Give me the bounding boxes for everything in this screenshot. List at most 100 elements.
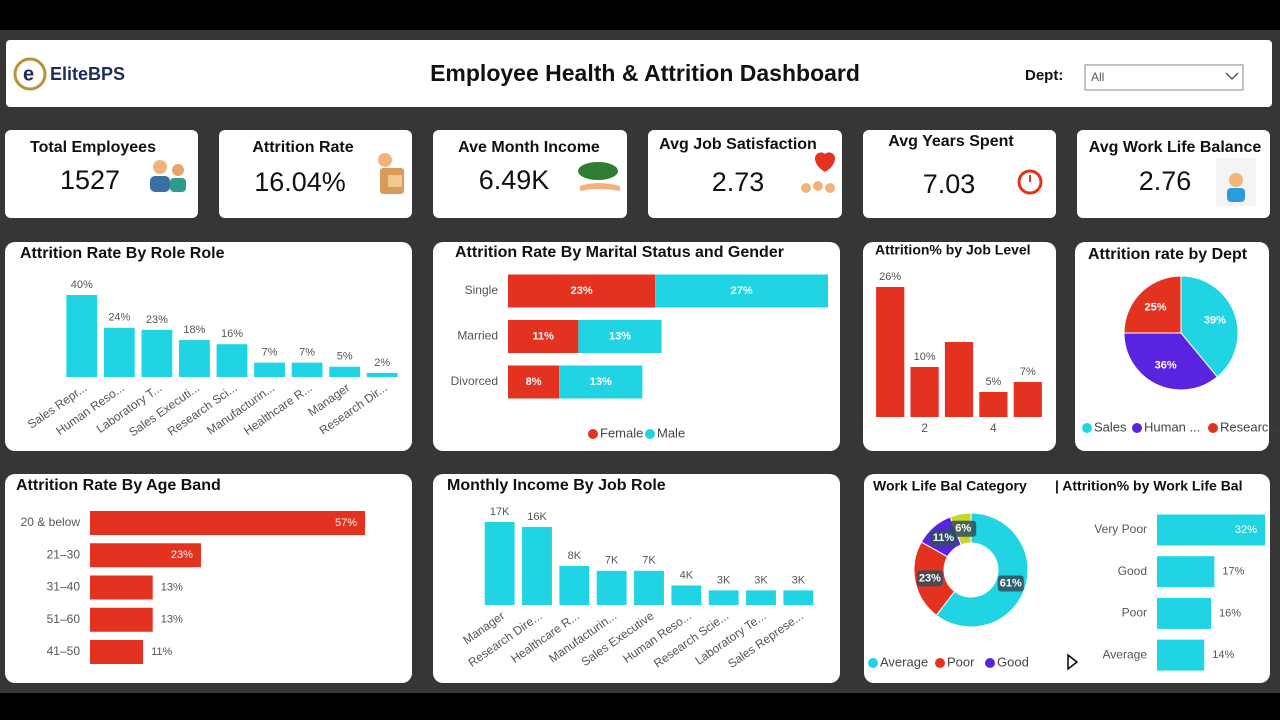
x-tick-label: 2 [921, 421, 928, 435]
dept-dropdown[interactable] [1084, 64, 1244, 91]
dropdown-value[interactable]: All [1091, 70, 1104, 84]
logo: EliteBPS [50, 64, 125, 84]
kpi-card [648, 130, 842, 218]
data-label: 23% [571, 285, 593, 297]
cursor [1067, 653, 1079, 671]
dropdown-chevron[interactable] [1225, 72, 1239, 81]
bar [484, 522, 515, 605]
data-label: 16% [1219, 607, 1241, 619]
data-label: 32% [1235, 524, 1257, 536]
data-label: 11% [933, 532, 955, 544]
kpi-card [5, 130, 198, 218]
y-tick-label: Poor [1122, 606, 1147, 620]
bar [671, 585, 702, 605]
bar-segment [508, 320, 579, 353]
chart-title: Attrition rate by Dept [1088, 246, 1248, 263]
bar [944, 342, 974, 417]
data-label: 5% [985, 376, 1001, 388]
data-label: 10% [914, 351, 936, 363]
kpi-value: 2.73 [712, 167, 765, 197]
y-tick-label: Single [465, 283, 499, 297]
data-label: 4K [680, 569, 694, 581]
data-label: 14% [1212, 649, 1234, 661]
bar [141, 329, 173, 377]
bar [634, 570, 664, 605]
data-label: 5% [337, 351, 353, 363]
y-tick-label: 31–40 [47, 580, 81, 594]
bar [708, 590, 739, 605]
chart-title: Monthly Income By Job Role [447, 477, 666, 494]
logo-ring [13, 57, 47, 91]
data-label: 13% [609, 330, 631, 342]
label-box [950, 520, 977, 537]
bar [90, 607, 153, 632]
bar [522, 526, 552, 605]
bar [1013, 382, 1042, 417]
y-tick-label: Very Poor [1094, 522, 1147, 536]
data-label: 23% [919, 572, 941, 584]
bar [66, 295, 98, 377]
bar [979, 392, 1008, 417]
y-tick-label: 41–50 [47, 644, 81, 658]
kpi-label: Avg Work Life Balance [1089, 139, 1262, 156]
y-tick-label: Good [1118, 564, 1147, 578]
data-label: 3K [792, 574, 806, 586]
y-tick-label: 51–60 [47, 612, 81, 626]
kpi-label: Ave Month Income [458, 139, 600, 156]
legend-label: Researc... [1220, 419, 1279, 434]
bar [90, 511, 365, 535]
kpi-label: Attrition Rate [252, 139, 353, 156]
bar [876, 287, 905, 417]
data-label: 39% [1204, 315, 1226, 327]
kpi-label: Total Employees [30, 139, 156, 156]
data-label: 7% [1020, 366, 1036, 378]
slice [1180, 275, 1239, 378]
bar-segment [655, 274, 828, 308]
legend-swatch [868, 658, 878, 668]
chart-title: Attrition Rate By Marital Status and Gen… [455, 244, 784, 261]
bar-segment [578, 320, 662, 353]
legend-label: Poor [947, 654, 975, 669]
legend-label: Good [997, 654, 1029, 669]
bar [596, 570, 627, 605]
bar-segment [508, 274, 656, 308]
legend-label: Male [657, 425, 685, 440]
kpi-icons [150, 152, 1256, 206]
data-label: 8% [526, 376, 542, 388]
kpi-value: 2.76 [1139, 166, 1192, 196]
x-tick-label: 4 [990, 421, 997, 435]
legend-swatch [588, 429, 598, 439]
data-label: 7% [262, 347, 278, 359]
bar [746, 590, 776, 605]
bar [90, 575, 153, 600]
kpi-label: Avg Years Spent [888, 133, 1014, 150]
logo-mark: e [23, 63, 34, 85]
legend-label: Female [600, 425, 643, 440]
bar [1157, 556, 1215, 588]
label-box [916, 570, 943, 587]
bar [179, 340, 210, 377]
bar [291, 362, 323, 377]
data-label: 7% [299, 347, 315, 359]
bar [559, 565, 590, 605]
bar [366, 372, 398, 377]
bar [329, 366, 361, 377]
bar [1157, 639, 1205, 671]
legend-label: Human ... [1144, 419, 1200, 434]
data-label: 16% [221, 328, 243, 340]
chart-title: | Attrition% by Work Life Bal [1055, 478, 1242, 494]
legend-swatch [645, 429, 655, 439]
header-card [6, 40, 1272, 107]
legend-label: Sales [1094, 419, 1127, 434]
data-label: 8K [568, 550, 582, 562]
data-label: 13% [161, 614, 183, 626]
chart-title: Attrition Rate By Age Band [16, 477, 221, 494]
data-label: 7K [605, 555, 619, 567]
kpi-card [433, 130, 627, 218]
slice [1123, 275, 1182, 334]
data-label: 25% [1145, 301, 1167, 313]
kpi-value: 7.03 [923, 169, 976, 199]
legend-swatch [1082, 423, 1092, 433]
